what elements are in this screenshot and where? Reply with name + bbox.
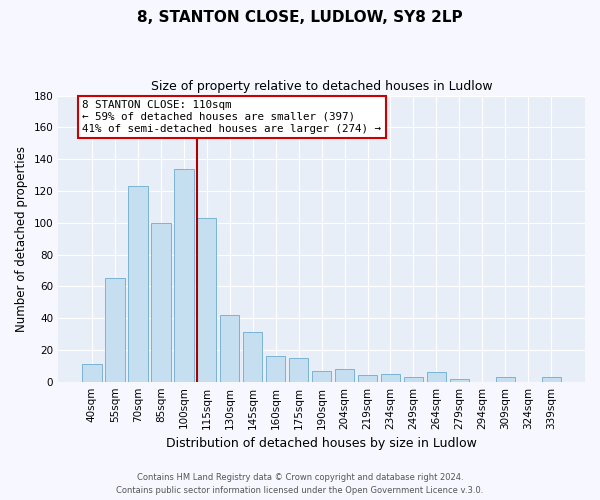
Bar bbox=[197, 218, 217, 382]
Bar bbox=[335, 369, 355, 382]
Bar bbox=[542, 377, 561, 382]
Bar bbox=[404, 377, 423, 382]
Bar bbox=[243, 332, 262, 382]
Y-axis label: Number of detached properties: Number of detached properties bbox=[15, 146, 28, 332]
Bar bbox=[496, 377, 515, 382]
Text: 8 STANTON CLOSE: 110sqm
← 59% of detached houses are smaller (397)
41% of semi-d: 8 STANTON CLOSE: 110sqm ← 59% of detache… bbox=[82, 100, 381, 134]
Bar bbox=[174, 168, 194, 382]
Bar bbox=[220, 315, 239, 382]
Bar bbox=[151, 222, 170, 382]
Bar bbox=[105, 278, 125, 382]
Text: 8, STANTON CLOSE, LUDLOW, SY8 2LP: 8, STANTON CLOSE, LUDLOW, SY8 2LP bbox=[137, 10, 463, 25]
X-axis label: Distribution of detached houses by size in Ludlow: Distribution of detached houses by size … bbox=[166, 437, 477, 450]
Bar bbox=[312, 370, 331, 382]
Bar bbox=[266, 356, 286, 382]
Bar bbox=[358, 376, 377, 382]
Bar bbox=[381, 374, 400, 382]
Bar bbox=[128, 186, 148, 382]
Bar bbox=[82, 364, 101, 382]
Text: Contains HM Land Registry data © Crown copyright and database right 2024.
Contai: Contains HM Land Registry data © Crown c… bbox=[116, 474, 484, 495]
Bar bbox=[449, 378, 469, 382]
Title: Size of property relative to detached houses in Ludlow: Size of property relative to detached ho… bbox=[151, 80, 493, 93]
Bar bbox=[289, 358, 308, 382]
Bar bbox=[427, 372, 446, 382]
